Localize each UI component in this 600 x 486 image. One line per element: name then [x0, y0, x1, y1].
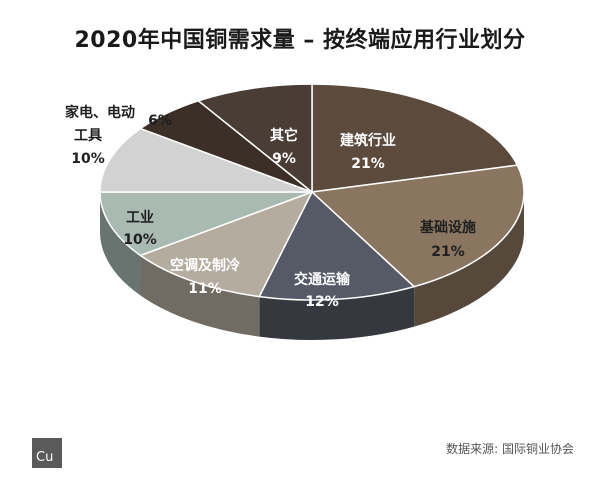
- pie-slice-3: [138, 190, 314, 298]
- slice-pct-0: 21%: [351, 156, 385, 172]
- pie-top-group: [99, 83, 525, 301]
- cu-logo: Cu: [32, 438, 62, 468]
- slice-label-1: 基础设施: [420, 219, 476, 236]
- pie-slice-4: [99, 191, 313, 257]
- source-note: 数据来源: 国际铜业协会: [446, 442, 574, 456]
- pie-slice-5: [99, 127, 313, 193]
- slice-pct-1: 21%: [431, 244, 465, 260]
- slice-pct-2: 12%: [305, 294, 339, 310]
- slice-label-7: 其它: [270, 127, 298, 144]
- pie-slice-0: [311, 83, 519, 193]
- pie-slice-1: [310, 164, 525, 288]
- pie-side-1: [414, 192, 524, 327]
- pie-slice-2: [258, 190, 416, 301]
- pie-side-4: [100, 192, 141, 296]
- slice-label-0: 建筑行业: [340, 132, 396, 149]
- pie-labels: 建筑行业 21% 基础设施 21% 交通运输 12% 空调及制冷 11% 工业 10% 工具 10% 家…: [65, 104, 476, 310]
- pie-side-3: [140, 255, 260, 337]
- slice-pct-7: 9%: [272, 151, 296, 167]
- slice-label-2: 交通运输: [294, 271, 351, 288]
- slice-label-5: 工具: [74, 128, 102, 144]
- slice-pct-4: 10%: [123, 232, 157, 248]
- chart-title: 2020年中国铜需求量 – 按终端应用行业划分: [74, 28, 526, 53]
- slice-pct-3: 11%: [188, 281, 222, 297]
- slice-label-3: 空调及制冷: [170, 257, 240, 274]
- slice-label-6: 家电、电动: [65, 104, 135, 121]
- slice-label-4: 工业: [126, 210, 154, 226]
- slice-pct-5: 10%: [71, 151, 105, 167]
- slice-pct-6: 6%: [148, 113, 172, 129]
- pie-slice-7: [196, 83, 313, 194]
